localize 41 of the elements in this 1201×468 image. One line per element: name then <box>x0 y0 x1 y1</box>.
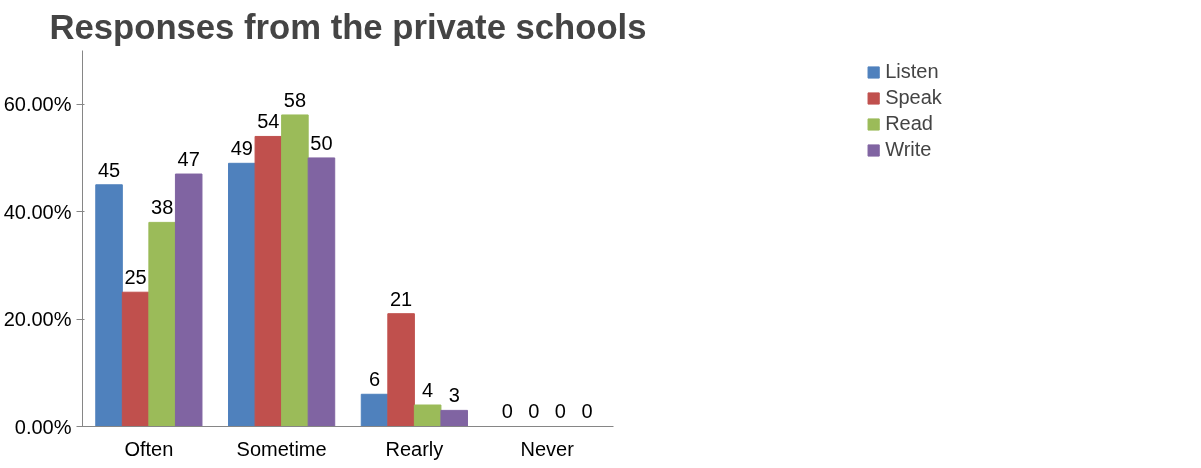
x-tick-label: Sometime <box>236 437 327 460</box>
y-tick-label: 20.00% <box>3 308 72 331</box>
bar <box>228 162 256 427</box>
x-tick-label: Often <box>124 437 174 460</box>
data-label: 21 <box>389 287 413 310</box>
data-label: 45 <box>97 158 121 181</box>
chart-title: Responses from the private schools <box>49 7 647 46</box>
bar <box>281 114 309 427</box>
data-label: 50 <box>310 131 333 154</box>
legend-label: Speak <box>885 86 942 109</box>
data-label: 49 <box>230 137 253 160</box>
data-label: 0 <box>581 400 593 423</box>
y-tick-label: 40.00% <box>3 200 72 223</box>
bar <box>307 157 336 427</box>
y-tick-label: 0.00% <box>14 415 72 438</box>
bar <box>95 184 123 427</box>
data-label: 6 <box>368 368 381 391</box>
bar <box>413 404 442 427</box>
data-label: 47 <box>177 147 200 170</box>
data-label: 3 <box>448 384 460 407</box>
data-label: 58 <box>283 88 307 111</box>
bar <box>254 135 283 427</box>
legend-label: Listen <box>885 60 939 83</box>
bar <box>148 221 176 427</box>
bar <box>360 393 389 427</box>
bar <box>174 173 203 427</box>
bar <box>387 313 415 427</box>
bar <box>121 291 150 427</box>
data-label: 0 <box>554 400 566 423</box>
legend-label: Write <box>885 138 932 161</box>
x-tick-label: Never <box>520 437 575 460</box>
data-label: 54 <box>257 110 280 133</box>
data-label: 0 <box>528 400 540 423</box>
legend-label: Read <box>885 112 933 135</box>
data-label: 38 <box>151 196 174 219</box>
y-tick-label: 60.00% <box>3 93 72 116</box>
data-label: 4 <box>422 378 434 401</box>
bar <box>440 409 468 427</box>
data-label: 25 <box>124 266 147 289</box>
x-tick-label: Rearly <box>385 437 444 460</box>
data-label: 0 <box>501 400 513 423</box>
